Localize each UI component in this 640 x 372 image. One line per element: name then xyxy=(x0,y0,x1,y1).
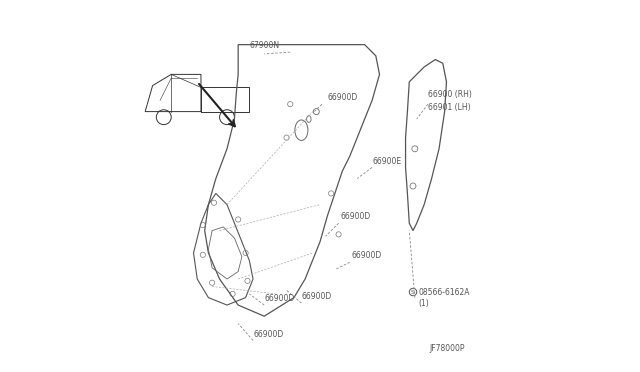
Text: (1): (1) xyxy=(419,299,429,308)
Text: 66900D: 66900D xyxy=(340,212,371,221)
Text: 66900 (RH): 66900 (RH) xyxy=(428,90,472,99)
Text: 66901 (LH): 66901 (LH) xyxy=(428,103,470,112)
Text: 08566-6162A: 08566-6162A xyxy=(419,288,470,296)
Text: 66900D: 66900D xyxy=(253,330,284,339)
Text: 66900D: 66900D xyxy=(264,294,294,303)
Text: JF78000P: JF78000P xyxy=(429,344,465,353)
Text: 66900D: 66900D xyxy=(328,93,358,102)
Text: 67900N: 67900N xyxy=(249,41,279,50)
Text: 66900D: 66900D xyxy=(351,251,382,260)
Text: S: S xyxy=(411,289,415,295)
Text: 66900E: 66900E xyxy=(372,157,401,166)
Text: 66900D: 66900D xyxy=(301,292,332,301)
